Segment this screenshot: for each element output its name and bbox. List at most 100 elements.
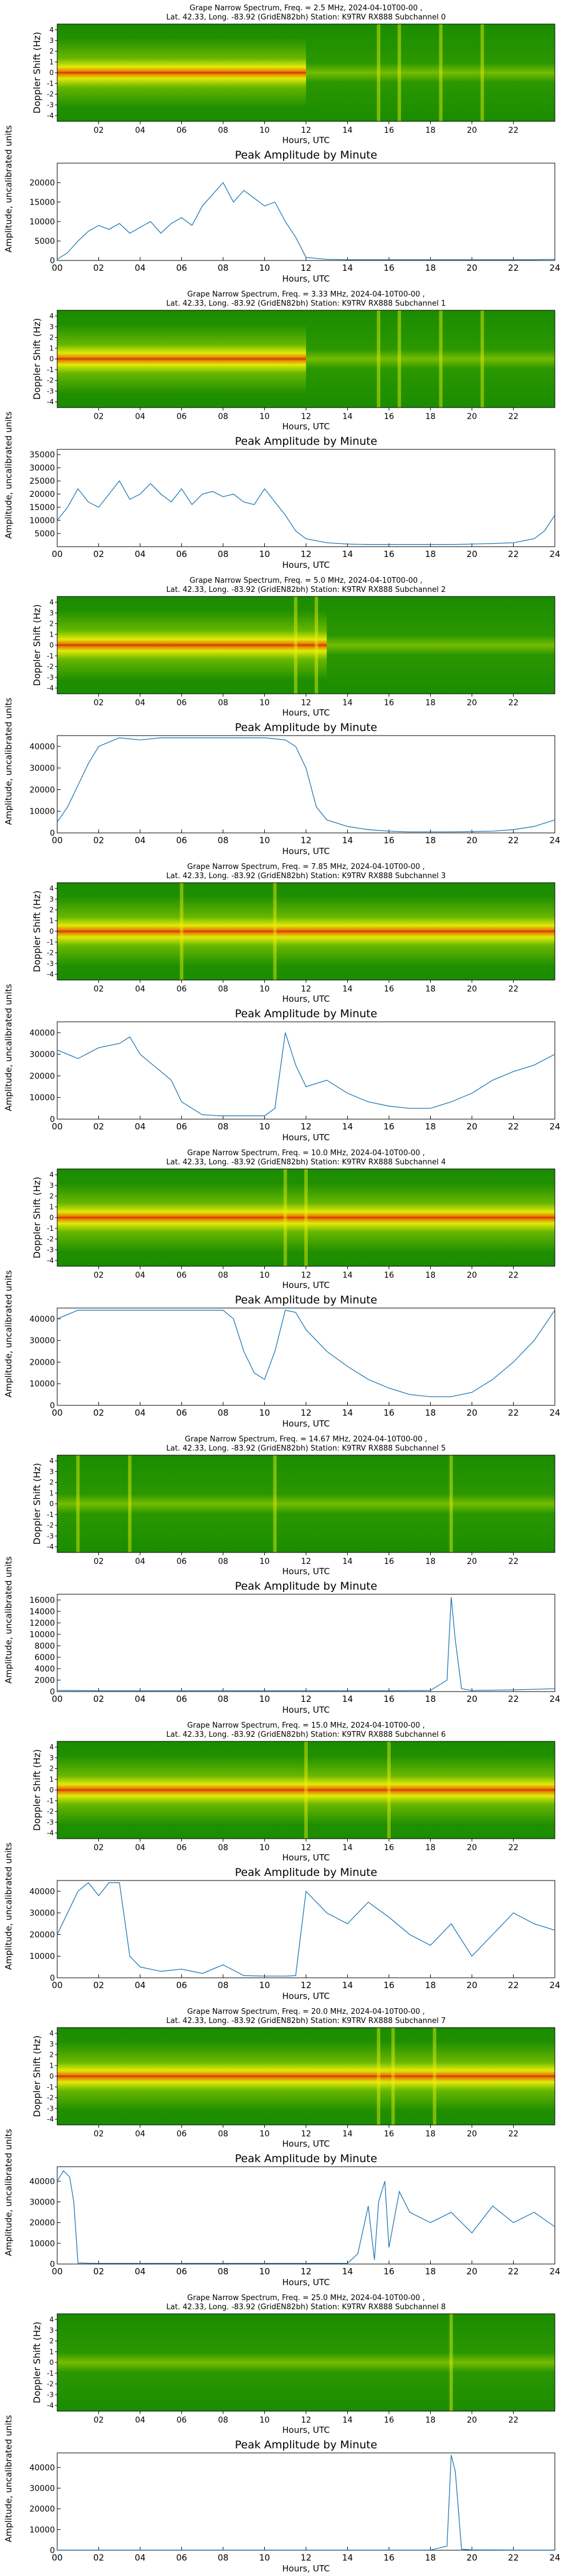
amplitude-x-tick-label: 02: [93, 1694, 104, 1704]
amplitude-frame: [57, 449, 555, 547]
amplitude-x-tick-label: 20: [466, 1408, 477, 1418]
amplitude-x-tick-label: 08: [217, 1408, 228, 1418]
spectrogram-x-tick-label: 08: [218, 2416, 228, 2425]
spectrogram-x-tick-label: 22: [509, 985, 519, 994]
amplitude-x-tick-label: 00: [51, 835, 62, 846]
spectrogram-y-tick-label: 2: [49, 2051, 54, 2059]
spectrogram-vertical-band: [398, 310, 402, 408]
spectrogram-5: Grape Narrow Spectrum, Freq. = 14.67 MHz…: [31, 1435, 555, 1577]
amplitude-x-tick-label: 00: [51, 2266, 62, 2277]
spectrogram-signal-band: [57, 2040, 555, 2112]
amplitude-y-tick-label: 15000: [29, 198, 55, 207]
amplitude-x-tick-label: 16: [383, 1694, 394, 1704]
spectrogram-x-tick-label: 02: [94, 1843, 104, 1852]
amplitude-chart-3: Peak Amplitude by Minute 0 10000 20000 30000…: [3, 984, 561, 1143]
amplitude-y-label: Amplitude, uncalibrated units: [3, 2129, 14, 2257]
spectrogram-x-tick-label: 06: [177, 2416, 187, 2425]
spectrogram-x-tick-label: 04: [135, 412, 145, 421]
spectrogram-y-tick-label: 2: [49, 1479, 54, 1487]
spectrogram-x-tick-label: 18: [426, 412, 436, 421]
amplitude-title: Peak Amplitude by Minute: [235, 721, 378, 734]
amplitude-frame: [57, 1594, 555, 1692]
spectrogram-x-tick-label: 02: [94, 985, 104, 994]
spectrogram-x-tick-label: 22: [509, 2416, 519, 2425]
spectrogram-y-tick-label: -4: [47, 1257, 54, 1265]
spectrogram-y-label: Doppler Shift (Hz): [31, 318, 42, 400]
spectrogram-y-tick-label: 2: [49, 48, 54, 56]
spectrogram-title-line1: Grape Narrow Spectrum, Freq. = 2.5 MHz, …: [189, 4, 422, 13]
amplitude-x-tick-label: 24: [549, 549, 560, 559]
amplitude-x-label: Hours, UTC: [282, 560, 329, 570]
spectrogram-signal-band: [57, 37, 306, 109]
amplitude-x-tick-label: 24: [549, 2553, 560, 2563]
amplitude-y-tick-label: 10000: [29, 1380, 55, 1389]
spectrogram-title-line2: Lat. 42.33, Long. -83.92 (GridEN82bh) St…: [166, 1444, 446, 1453]
spectrogram-x-label: Hours, UTC: [282, 135, 329, 145]
amplitude-y-tick-label: 30000: [29, 2198, 55, 2207]
amplitude-x-tick-label: 10: [259, 1408, 270, 1418]
spectrogram-x-tick-label: 22: [509, 1843, 519, 1852]
spectrogram-y-tick-label: 1: [49, 1203, 54, 1211]
amplitude-x-tick-label: 18: [425, 2266, 436, 2277]
amplitude-x-tick-label: 18: [425, 835, 436, 846]
spectrogram-x-tick-label: 22: [509, 126, 519, 135]
amplitude-x-tick-label: 02: [93, 549, 104, 559]
amplitude-x-tick-label: 24: [549, 1694, 560, 1704]
amplitude-y-tick-label: 20000: [29, 2219, 55, 2228]
spectrogram-x-tick-label: 14: [343, 2416, 353, 2425]
amplitude-series-line: [57, 737, 555, 832]
spectrogram-x-tick-label: 02: [94, 2129, 104, 2139]
spectrogram-y-tick-label: 3: [49, 1468, 54, 1476]
amplitude-x-tick-label: 14: [342, 1121, 353, 1132]
spectrogram-y-tick-label: -1: [47, 938, 54, 946]
amplitude-x-tick-label: 16: [383, 1980, 394, 1990]
amplitude-y-tick-label: 16000: [29, 1596, 55, 1605]
amplitude-y-label: Amplitude, uncalibrated units: [3, 1556, 14, 1684]
spectrogram-title-line1: Grape Narrow Spectrum, Freq. = 3.33 MHz,…: [187, 290, 424, 299]
spectrogram-x-tick-label: 22: [509, 698, 519, 708]
amplitude-x-tick-label: 24: [549, 263, 560, 273]
spectrogram-y-label: Doppler Shift (Hz): [31, 605, 42, 686]
spectrogram-signal-band: [57, 609, 327, 681]
spectrogram-y-tick-label: -3: [47, 101, 54, 109]
amplitude-series-line: [57, 1597, 555, 1692]
amplitude-x-tick-label: 16: [383, 835, 394, 846]
amplitude-x-tick-label: 18: [425, 1408, 436, 1418]
amplitude-x-tick-label: 00: [51, 2553, 62, 2563]
spectrogram-y-tick-label: -1: [47, 1797, 54, 1805]
amplitude-x-tick-label: 12: [300, 549, 311, 559]
spectrogram-y-tick-label: 4: [49, 884, 54, 892]
spectrogram-vertical-band: [376, 2028, 380, 2125]
amplitude-x-tick-label: 04: [134, 1408, 145, 1418]
amplitude-x-tick-label: 14: [342, 2266, 353, 2277]
amplitude-x-tick-label: 16: [383, 1121, 394, 1132]
amplitude-x-tick-label: 20: [466, 1980, 477, 1990]
spectrogram-y-tick-label: 0: [49, 1500, 54, 1508]
spectrogram-x-label: Hours, UTC: [282, 1280, 329, 1290]
spectrogram-x-label: Hours, UTC: [282, 421, 329, 432]
spectrogram-1: Grape Narrow Spectrum, Freq. = 3.33 MHz,…: [31, 290, 555, 432]
spectrogram-y-tick-label: -2: [47, 377, 54, 385]
spectrogram-x-tick-label: 20: [467, 2129, 477, 2139]
spectrogram-y-tick-label: -4: [47, 1543, 54, 1551]
amplitude-x-tick-label: 04: [134, 2266, 145, 2277]
amplitude-y-tick-label: 30000: [29, 1050, 55, 1060]
spectrogram-x-tick-label: 06: [177, 698, 187, 708]
spectrogram-y-tick-label: 0: [49, 69, 54, 77]
amplitude-y-tick-label: 0: [50, 2546, 55, 2555]
spectrogram-vertical-band: [376, 24, 380, 121]
spectrogram-y-tick-label: -2: [47, 90, 54, 98]
spectrogram-x-tick-label: 18: [426, 1843, 436, 1852]
amplitude-x-tick-label: 10: [259, 1980, 270, 1990]
amplitude-y-tick-label: 0: [50, 256, 55, 266]
spectrogram-y-tick-label: 2: [49, 620, 54, 628]
amplitude-series-line: [57, 2455, 555, 2551]
amplitude-x-tick-label: 20: [466, 2266, 477, 2277]
spectrogram-x-tick-label: 08: [218, 698, 228, 708]
spectrogram-x-tick-label: 06: [177, 412, 187, 421]
amplitude-y-tick-label: 4000: [34, 1665, 55, 1674]
amplitude-title: Peak Amplitude by Minute: [235, 1008, 378, 1020]
spectrogram-y-tick-label: -1: [47, 2083, 54, 2091]
amplitude-frame: [57, 735, 555, 833]
amplitude-x-tick-label: 08: [217, 2266, 228, 2277]
